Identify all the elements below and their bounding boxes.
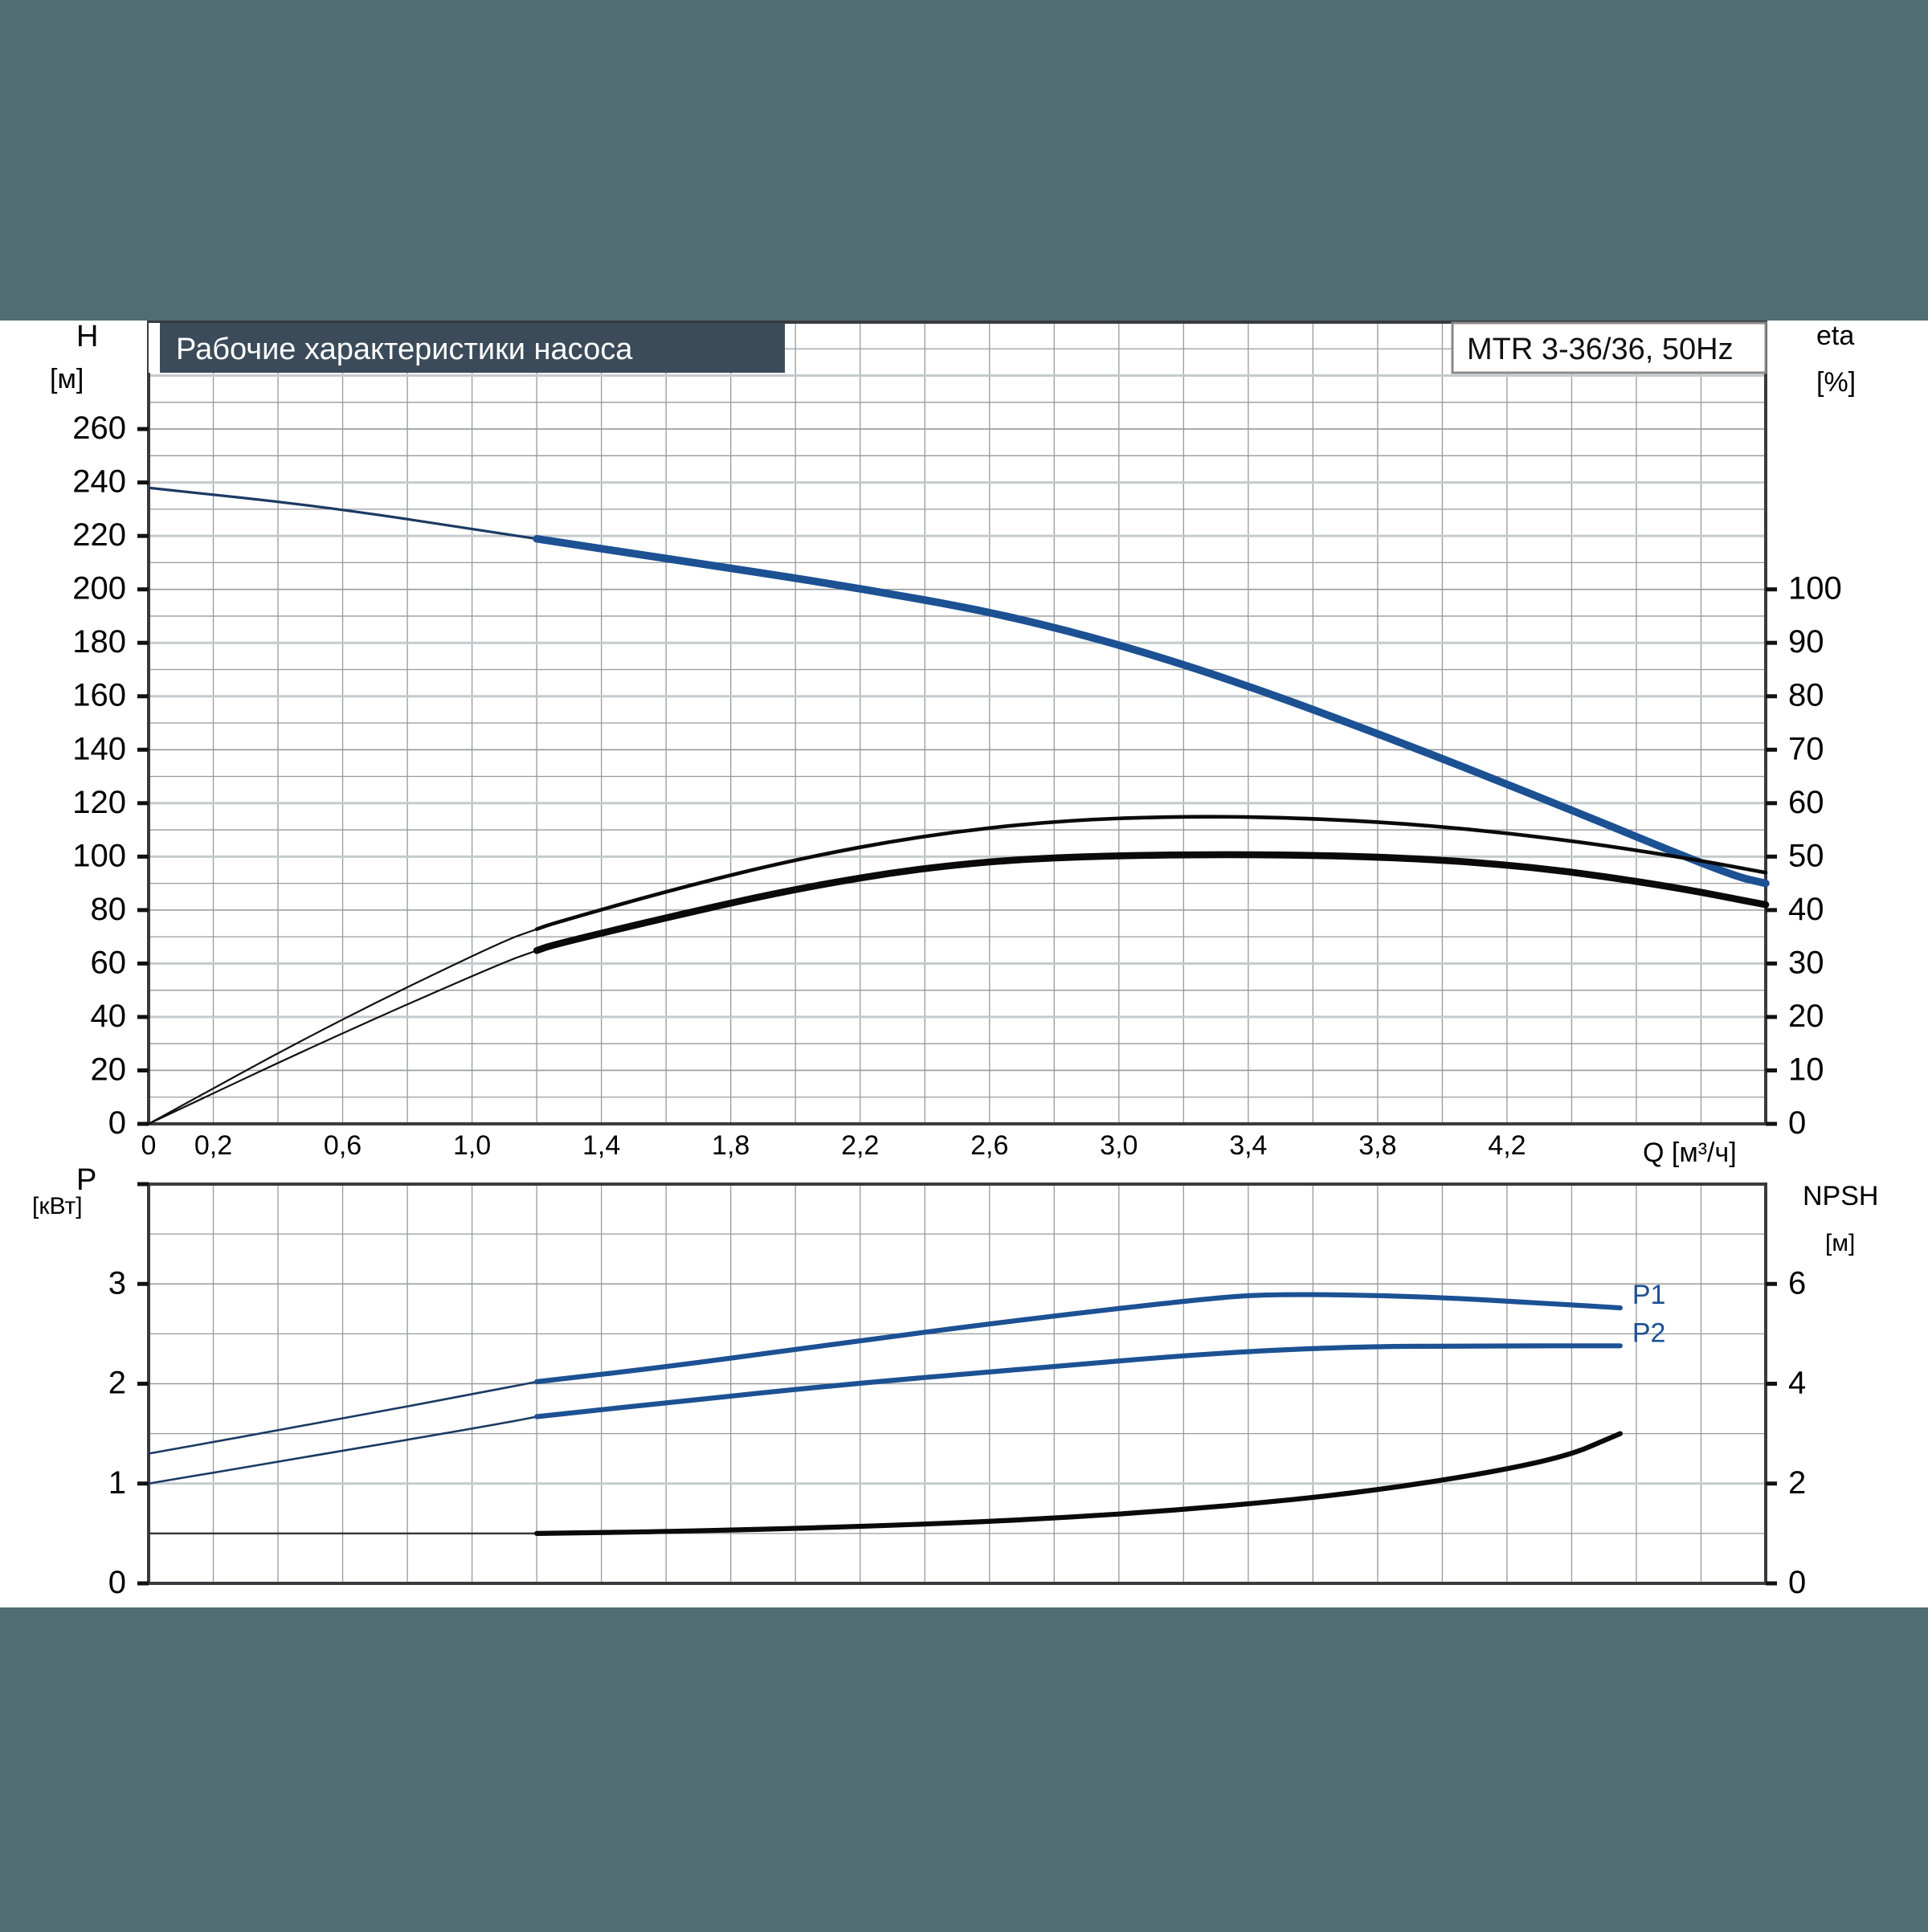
svg-text:0: 0 (108, 1105, 126, 1141)
svg-text:2,2: 2,2 (841, 1130, 879, 1161)
svg-text:0,6: 0,6 (324, 1130, 362, 1161)
svg-text:200: 200 (72, 571, 126, 607)
svg-text:180: 180 (72, 624, 126, 660)
svg-text:40: 40 (91, 999, 127, 1034)
svg-text:80: 80 (91, 892, 127, 927)
svg-text:100: 100 (72, 838, 126, 873)
svg-text:30: 30 (1788, 945, 1824, 980)
svg-text:160: 160 (72, 678, 126, 713)
svg-text:140: 140 (72, 731, 126, 766)
svg-text:60: 60 (91, 945, 127, 980)
svg-text:0: 0 (1788, 1565, 1806, 1600)
svg-text:1,4: 1,4 (582, 1130, 620, 1161)
svg-text:40: 40 (1788, 892, 1824, 927)
svg-text:20: 20 (1788, 999, 1824, 1034)
svg-text:50: 50 (1788, 838, 1824, 873)
svg-text:Рабочие характеристики насоса: Рабочие характеристики насоса (176, 333, 633, 366)
svg-text:1,8: 1,8 (712, 1130, 750, 1161)
svg-text:1,0: 1,0 (453, 1130, 491, 1161)
svg-text:70: 70 (1788, 731, 1824, 766)
svg-text:Q [м³/ч]: Q [м³/ч] (1643, 1138, 1737, 1168)
svg-text:6: 6 (1788, 1265, 1806, 1301)
svg-text:0,2: 0,2 (194, 1130, 232, 1161)
svg-text:[кВт]: [кВт] (32, 1193, 83, 1219)
svg-text:1: 1 (108, 1465, 126, 1501)
svg-text:[м]: [м] (1825, 1230, 1855, 1256)
svg-text:10: 10 (1788, 1052, 1824, 1087)
svg-text:P1: P1 (1632, 1280, 1666, 1310)
svg-text:3,4: 3,4 (1229, 1130, 1267, 1161)
svg-text:P: P (76, 1163, 96, 1197)
svg-text:2,6: 2,6 (970, 1130, 1008, 1161)
svg-text:eta: eta (1816, 321, 1854, 351)
svg-text:H: H (76, 320, 98, 353)
svg-text:2: 2 (1788, 1465, 1806, 1501)
svg-text:4,2: 4,2 (1488, 1130, 1526, 1161)
svg-text:240: 240 (72, 464, 126, 500)
svg-text:90: 90 (1788, 624, 1824, 660)
svg-text:220: 220 (72, 517, 126, 553)
svg-text:[м]: [м] (50, 364, 84, 394)
svg-text:20: 20 (91, 1052, 127, 1087)
svg-text:3: 3 (108, 1265, 126, 1301)
svg-text:NPSH: NPSH (1803, 1181, 1878, 1211)
svg-text:0: 0 (141, 1130, 157, 1161)
svg-text:0: 0 (108, 1565, 126, 1600)
svg-text:3,0: 3,0 (1100, 1130, 1138, 1161)
svg-text:MTR 3-36/36, 50Hz: MTR 3-36/36, 50Hz (1467, 333, 1734, 366)
svg-text:2: 2 (108, 1366, 126, 1401)
svg-text:260: 260 (72, 410, 126, 446)
svg-text:120: 120 (72, 785, 126, 820)
svg-text:3,8: 3,8 (1358, 1130, 1396, 1161)
svg-text:4: 4 (1788, 1366, 1806, 1401)
svg-text:[%]: [%] (1816, 367, 1856, 398)
svg-text:60: 60 (1788, 785, 1824, 820)
svg-text:80: 80 (1788, 678, 1824, 713)
svg-text:P2: P2 (1632, 1317, 1666, 1348)
svg-text:0: 0 (1788, 1105, 1806, 1141)
svg-text:100: 100 (1788, 571, 1842, 607)
